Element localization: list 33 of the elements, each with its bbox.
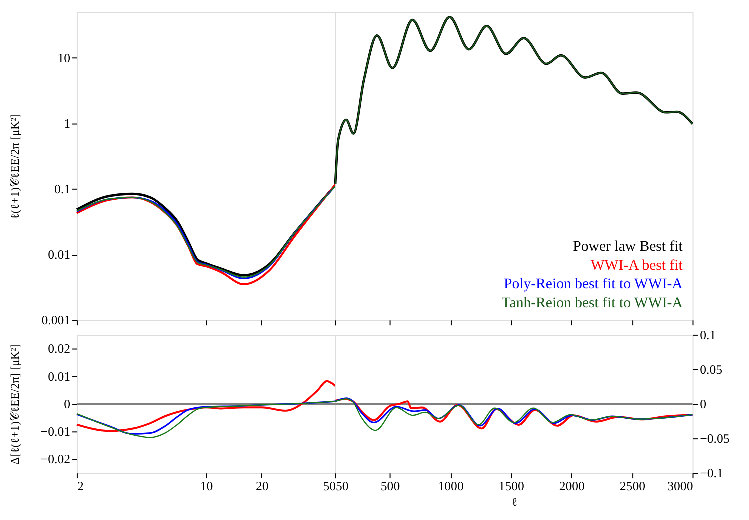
y-tick-label: 10 <box>58 52 71 66</box>
y-axis-title: Δ[ℓ(ℓ+1)𝒞ℓEE/2π] [μK²] <box>8 344 22 465</box>
x-tick-label: 500 <box>380 479 400 494</box>
y-tick-label: −0.1 <box>700 466 724 481</box>
x-tick-label: 2 <box>77 479 84 494</box>
text: Power law Best fit <box>573 239 684 256</box>
x-tick-label: 50 <box>323 479 336 494</box>
y-tick-label: −0.01 <box>40 425 71 440</box>
x-axis-title: ℓ <box>512 495 518 510</box>
y-tick-label: −0.05 <box>700 432 730 446</box>
y-tick-label: 0.1 <box>54 182 71 197</box>
x-tick-label: 20 <box>256 479 269 494</box>
x-tick-label: 3000 <box>668 479 694 494</box>
y-axis-title: ℓ(ℓ+1)𝒞ℓEE/2π [μK²] <box>8 114 22 220</box>
y-tick-label: 0 <box>700 397 707 412</box>
y-tick-label: 0 <box>64 397 71 412</box>
legend-label: Poly-Reion best fit to WWI-A <box>504 276 684 293</box>
y-tick-label: 0.1 <box>700 328 716 342</box>
x-tick-label: 10 <box>200 479 214 494</box>
y-tick-label: 1 <box>64 117 71 132</box>
x-tick-label: 1000 <box>438 479 464 494</box>
x-tick-label: 1500 <box>498 479 524 494</box>
x-tick-label: 2500 <box>620 479 646 494</box>
legend-label: WWI-A best fit <box>590 258 684 274</box>
y-tick-label: 0.01 <box>48 370 71 384</box>
y-tick-label: 0.02 <box>48 342 71 356</box>
y-tick-label: 0.01 <box>48 248 71 262</box>
x-tick-label: 2000 <box>559 479 585 494</box>
y-tick-label: 0.001 <box>42 314 71 328</box>
y-tick-label: −0.02 <box>40 452 71 467</box>
text: Tanh-Reion best fit to WWI-A <box>502 295 684 312</box>
y-tick-label: 0.05 <box>700 362 723 377</box>
x-tick-label: 50 <box>336 479 349 494</box>
